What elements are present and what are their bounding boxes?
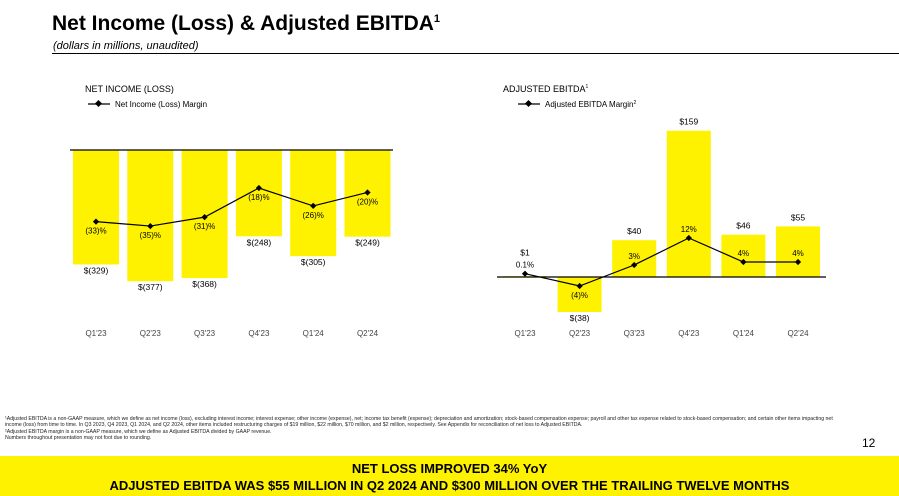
margin-label: 3% <box>628 252 640 261</box>
category-label: Q2'23 <box>569 329 591 338</box>
bar-Q4'23 <box>666 130 711 277</box>
bar-value-label: $(305) <box>301 257 326 267</box>
margin-label: 4% <box>792 249 804 258</box>
summary-banner: NET LOSS IMPROVED 34% YoY ADJUSTED EBITD… <box>0 456 899 496</box>
margin-label: (4)% <box>571 291 588 300</box>
category-label: Q3'23 <box>194 329 216 338</box>
page-title: Net Income (Loss) & Adjusted EBITDA1 <box>52 12 441 35</box>
page-number: 12 <box>862 436 876 450</box>
bar-value-label: $1 <box>520 248 530 258</box>
footnotes: ¹Adjusted EBITDA is a non-GAAP measure, … <box>5 416 835 442</box>
category-label: Q2'23 <box>140 329 162 338</box>
category-label: Q2'24 <box>787 329 809 338</box>
category-label: Q1'23 <box>85 329 107 338</box>
legend-label: Adjusted EBITDA Margin2 <box>545 100 636 109</box>
page-subtitle: (dollars in millions, unaudited) <box>53 40 199 52</box>
bar-value-label: $55 <box>791 212 805 222</box>
category-label: Q4'23 <box>248 329 270 338</box>
bar-value-label: $(38) <box>570 313 590 323</box>
category-label: Q1'24 <box>733 329 755 338</box>
bar-Q2'23 <box>127 150 174 282</box>
footnote-2: ²Adjusted EBITDA margin is a non-GAAP me… <box>5 428 272 435</box>
banner-line-2: ADJUSTED EBITDA WAS $55 MILLION IN Q2 20… <box>109 478 790 493</box>
bar-value-label: $159 <box>679 117 698 127</box>
margin-label: (31)% <box>194 222 215 231</box>
margin-line <box>524 237 798 287</box>
category-label: Q2'24 <box>357 329 379 338</box>
margin-label: (26)% <box>303 211 324 220</box>
charts: NET INCOME (LOSS) Net Income (Loss) Margi… <box>70 84 826 338</box>
legend-label: Net Income (Loss) Margin <box>115 100 207 109</box>
margin-label: 4% <box>738 249 750 258</box>
category-label: Q3'23 <box>624 329 646 338</box>
category-label: Q1'24 <box>303 329 325 338</box>
banner-line-1: NET LOSS IMPROVED 34% YoY <box>351 461 548 476</box>
margin-label: (33)% <box>85 227 106 236</box>
footnote-3: Numbers throughout presentation may not … <box>5 435 152 442</box>
margin-line <box>95 187 368 227</box>
footnote-1: ¹Adjusted EBITDA is a non-GAAP measure, … <box>5 416 833 429</box>
bar-value-label: $(329) <box>84 265 109 275</box>
bar-Q2'24 <box>776 226 820 277</box>
legend-diamond-marker <box>524 99 533 108</box>
margin-point <box>147 222 154 230</box>
bar-value-label: $40 <box>627 226 641 236</box>
chart-title: NET INCOME (LOSS) <box>85 84 174 94</box>
bar-Q1'23 <box>73 150 119 265</box>
category-label: Q1'23 <box>514 329 536 338</box>
margin-point <box>521 270 529 277</box>
legend-diamond-marker <box>94 99 103 108</box>
margin-label: (35)% <box>140 231 161 240</box>
margin-label: (20)% <box>357 197 378 206</box>
bar-value-label: $(249) <box>355 238 380 248</box>
margin-label: 0.1% <box>516 261 534 270</box>
bar-value-label: $(368) <box>192 279 217 289</box>
chart-title: ADJUSTED EBITDA1 <box>503 84 589 94</box>
bar-value-label: $46 <box>736 221 750 231</box>
category-label: Q4'23 <box>678 329 700 338</box>
title-divider <box>52 53 899 54</box>
margin-label: (18)% <box>248 193 269 202</box>
bar-value-label: $(248) <box>247 237 272 247</box>
bar-value-label: $(377) <box>138 282 163 292</box>
margin-label: 12% <box>681 225 697 234</box>
